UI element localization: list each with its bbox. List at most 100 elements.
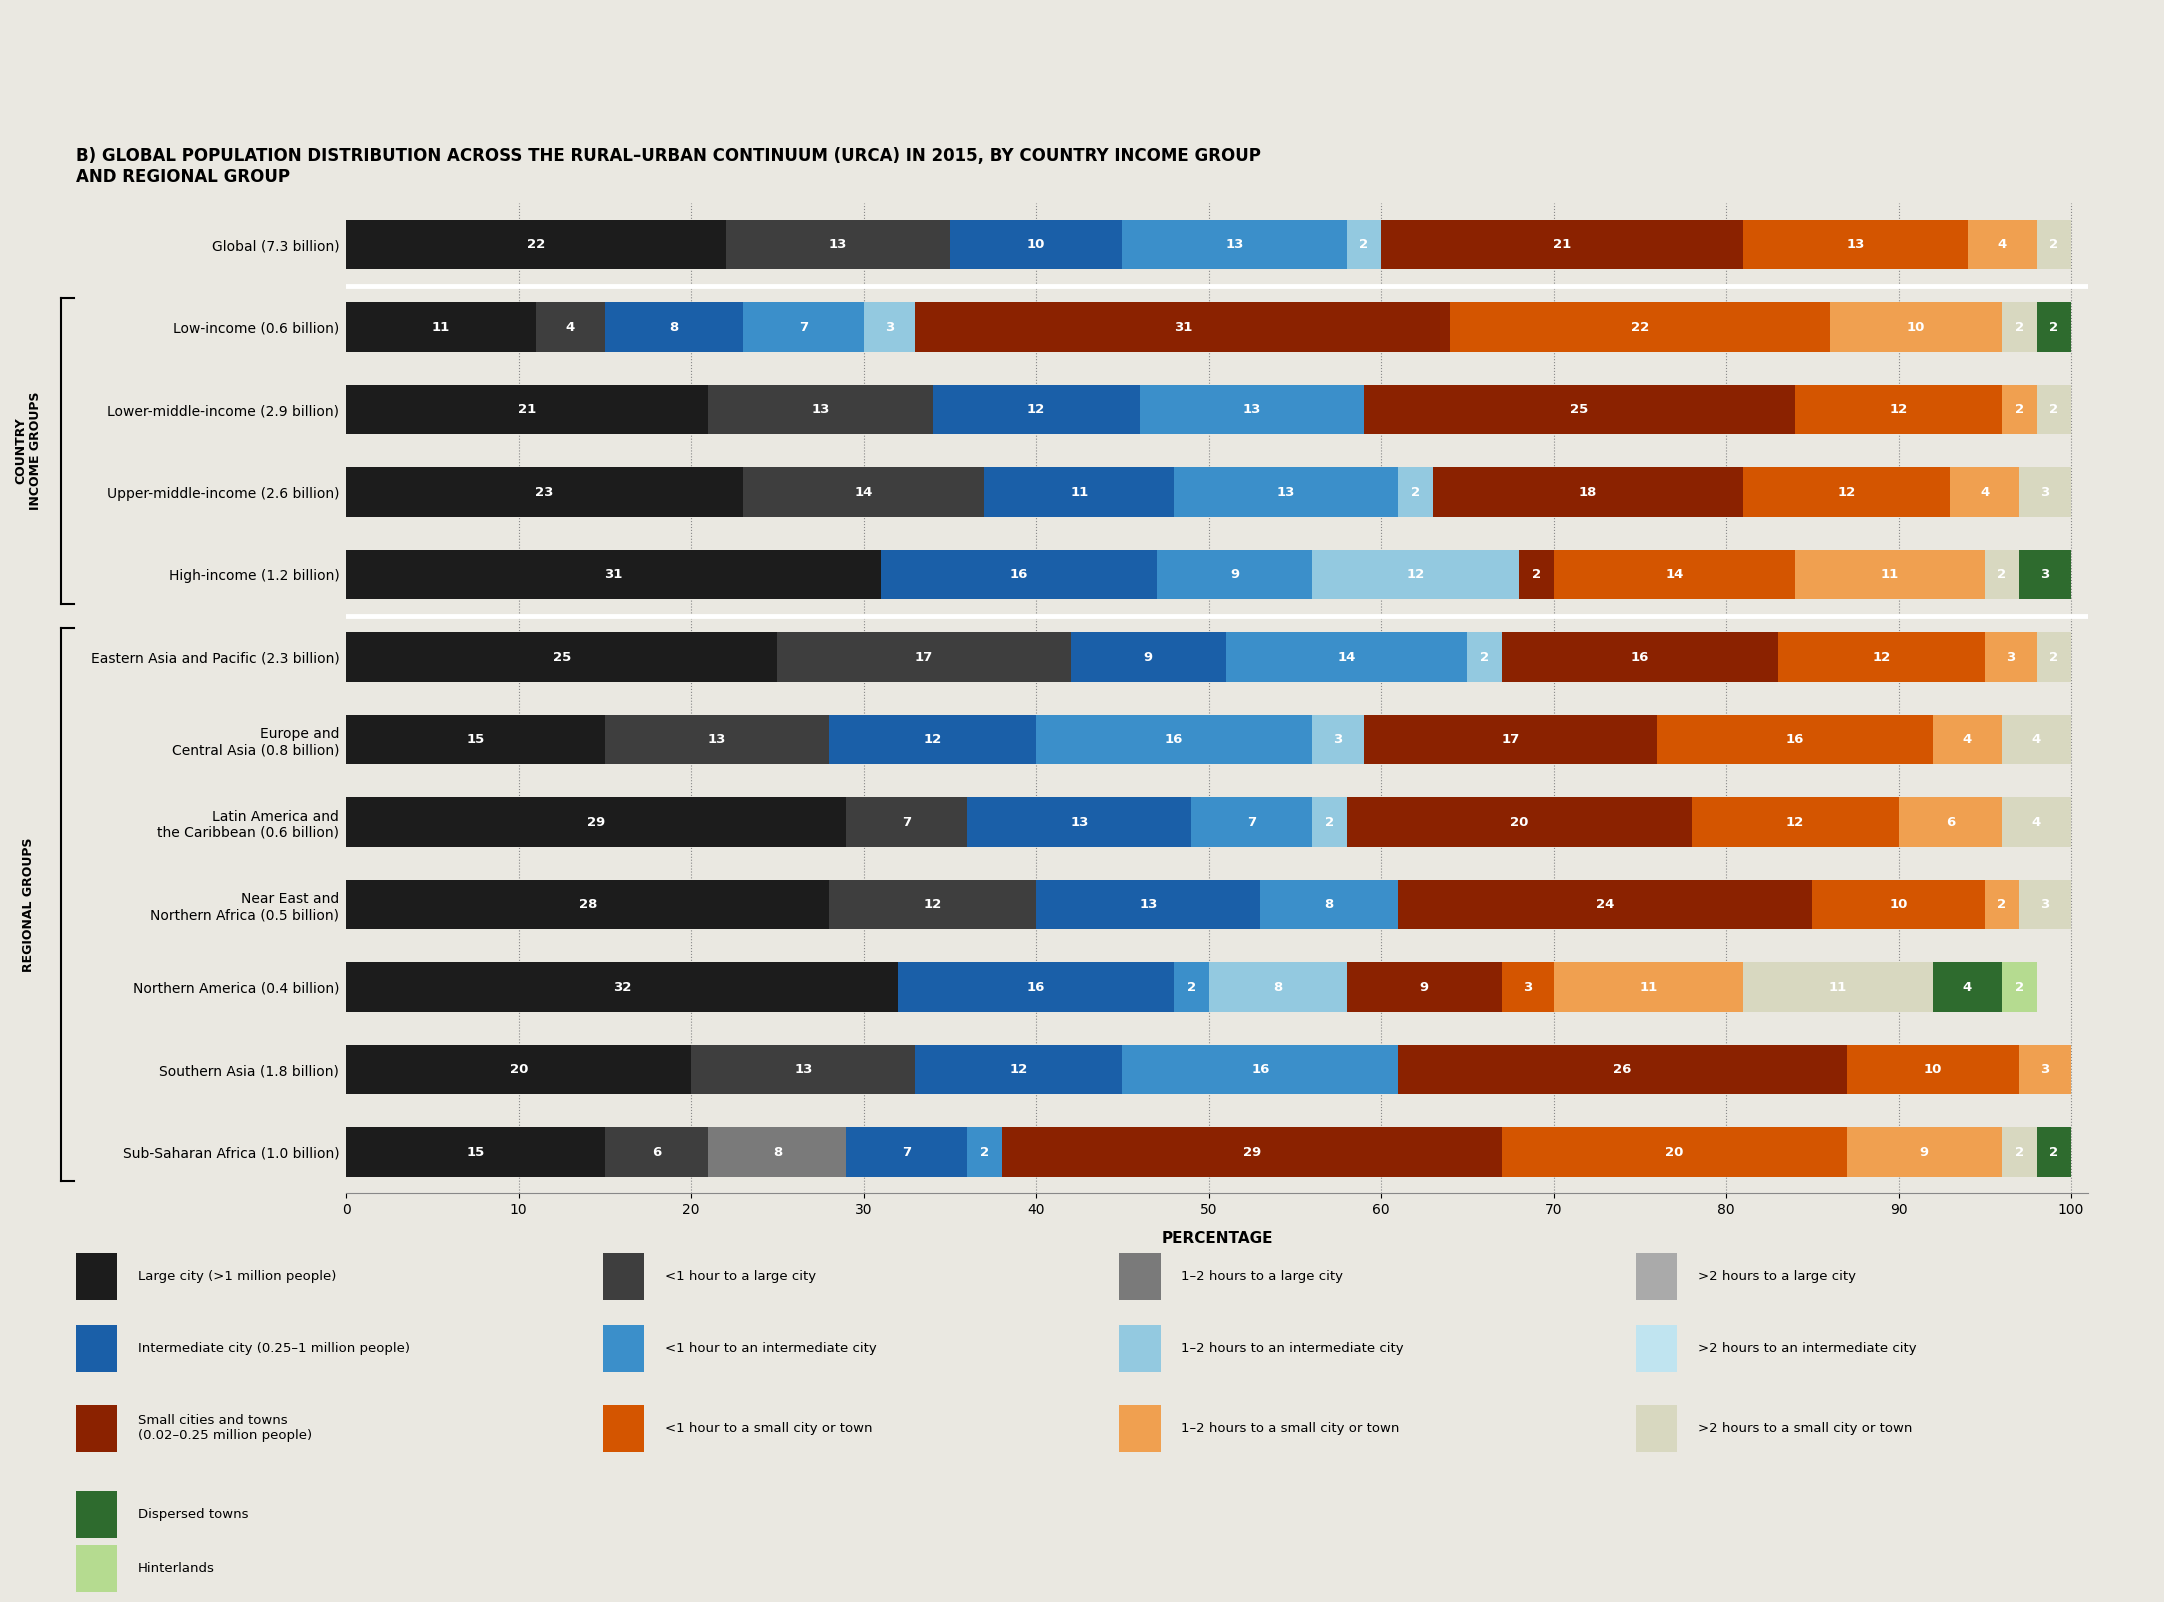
Text: 8: 8: [773, 1145, 781, 1158]
Text: 22: 22: [526, 239, 545, 252]
Text: 4: 4: [1980, 485, 1989, 498]
Bar: [2036, 219, 2071, 269]
Bar: [1433, 468, 1744, 517]
Text: 12: 12: [1837, 485, 1857, 498]
Text: 3: 3: [1523, 980, 1532, 993]
Text: 10: 10: [1028, 239, 1045, 252]
Bar: [863, 303, 915, 352]
Text: >2 hours to an intermediate city: >2 hours to an intermediate city: [1699, 1342, 1917, 1355]
Bar: [346, 798, 846, 847]
Text: 12: 12: [1011, 1064, 1028, 1077]
Text: 11: 11: [433, 320, 450, 333]
Bar: [604, 1253, 645, 1301]
Bar: [915, 1045, 1123, 1094]
Text: 2: 2: [2015, 320, 2023, 333]
Bar: [1311, 798, 1346, 847]
Text: 13: 13: [1225, 239, 1244, 252]
Text: 8: 8: [1324, 899, 1333, 912]
Text: 12: 12: [924, 734, 941, 747]
Bar: [1984, 549, 2019, 599]
Text: 3: 3: [2006, 650, 2015, 663]
Text: 3: 3: [2041, 899, 2049, 912]
Bar: [1519, 549, 1554, 599]
Bar: [76, 1253, 117, 1301]
Bar: [346, 1045, 690, 1094]
Text: 16: 16: [1251, 1064, 1270, 1077]
Bar: [985, 468, 1175, 517]
Bar: [346, 879, 829, 929]
Bar: [1744, 468, 1950, 517]
Bar: [950, 219, 1123, 269]
Bar: [1037, 879, 1259, 929]
Text: 24: 24: [1597, 899, 1614, 912]
Text: 20: 20: [1664, 1145, 1684, 1158]
Text: 13: 13: [708, 734, 727, 747]
Text: 32: 32: [612, 980, 632, 993]
Text: 16: 16: [1011, 569, 1028, 582]
Bar: [1002, 1128, 1502, 1177]
Bar: [1175, 468, 1398, 517]
Bar: [1071, 633, 1225, 682]
Bar: [1311, 549, 1519, 599]
Bar: [742, 468, 985, 517]
Text: 12: 12: [1889, 404, 1909, 417]
Bar: [1636, 1325, 1677, 1373]
Bar: [1811, 879, 1984, 929]
Text: 15: 15: [467, 1145, 485, 1158]
Bar: [881, 549, 1158, 599]
Bar: [2036, 633, 2071, 682]
Text: Small cities and towns
(0.02–0.25 million people): Small cities and towns (0.02–0.25 millio…: [138, 1415, 312, 1442]
Text: 22: 22: [1632, 320, 1649, 333]
Text: 18: 18: [1580, 485, 1597, 498]
Bar: [2002, 1128, 2036, 1177]
Text: 10: 10: [1906, 320, 1926, 333]
Bar: [1636, 1253, 1677, 1301]
Bar: [1502, 1128, 1846, 1177]
Bar: [1363, 384, 1796, 434]
Text: 25: 25: [1571, 404, 1588, 417]
Text: 8: 8: [669, 320, 679, 333]
Bar: [346, 633, 777, 682]
Text: 28: 28: [578, 899, 597, 912]
Text: 2: 2: [2015, 404, 2023, 417]
Text: 2: 2: [1997, 569, 2006, 582]
Bar: [1554, 549, 1796, 599]
Bar: [604, 1325, 645, 1373]
Text: 15: 15: [467, 734, 485, 747]
Text: 14: 14: [1664, 569, 1684, 582]
Bar: [1119, 1405, 1160, 1451]
Bar: [346, 714, 606, 764]
Bar: [2019, 879, 2071, 929]
Bar: [1119, 1325, 1160, 1373]
Bar: [2002, 963, 2036, 1012]
Bar: [1658, 714, 1932, 764]
Bar: [708, 1128, 846, 1177]
Bar: [1346, 798, 1692, 847]
Bar: [933, 384, 1140, 434]
Text: 7: 7: [1246, 815, 1257, 828]
Bar: [690, 1045, 915, 1094]
Bar: [777, 633, 1071, 682]
Bar: [1381, 219, 1744, 269]
Bar: [346, 384, 708, 434]
Bar: [537, 303, 606, 352]
Bar: [1846, 1128, 2002, 1177]
Bar: [1225, 633, 1467, 682]
Text: 2: 2: [2049, 320, 2058, 333]
Bar: [915, 303, 1450, 352]
Text: 14: 14: [1337, 650, 1357, 663]
Bar: [1692, 798, 1898, 847]
Text: 3: 3: [2041, 485, 2049, 498]
Bar: [2002, 798, 2071, 847]
Text: 3: 3: [1333, 734, 1342, 747]
Bar: [346, 468, 742, 517]
Text: 20: 20: [1510, 815, 1528, 828]
Text: 2: 2: [2015, 980, 2023, 993]
Text: 29: 29: [586, 815, 606, 828]
Bar: [1554, 963, 1744, 1012]
Text: 31: 31: [1173, 320, 1192, 333]
Text: 2: 2: [2049, 1145, 2058, 1158]
Bar: [708, 384, 933, 434]
Bar: [1467, 633, 1502, 682]
Text: 9: 9: [1229, 569, 1240, 582]
